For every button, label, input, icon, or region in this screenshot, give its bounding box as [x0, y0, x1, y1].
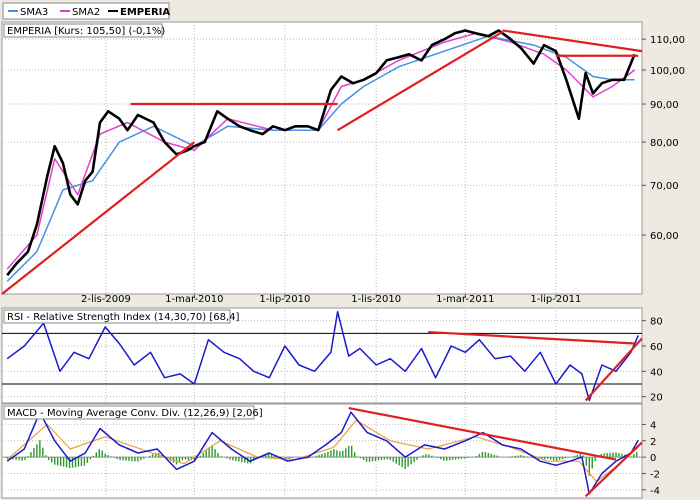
price-trend-lines	[1, 29, 643, 295]
series-line-rsi	[6, 311, 639, 402]
legend-box	[2, 2, 170, 20]
series-line-macd	[6, 411, 639, 495]
rsi-y-tick-label: 60	[650, 342, 663, 353]
price-y-tick-label: 80,00	[650, 138, 679, 149]
price-x-tick-label: 2-lis-2009	[81, 294, 131, 305]
price-x-tick-label: 1-mar-2010	[165, 294, 223, 305]
rsi-title-box	[3, 309, 231, 324]
macd-trend-lines	[348, 407, 643, 498]
rsi-y-tick-label: 20	[650, 393, 663, 404]
macd-trend-line	[348, 407, 617, 461]
price-y-axis: 110,00 100,00 90,00 80,00 70,00 60,00	[642, 35, 685, 242]
macd-y-tick-label: -2	[650, 469, 660, 480]
price-x-tick-label: 1-lip-2010	[259, 294, 310, 305]
macd-series	[6, 411, 639, 495]
price-grid	[2, 22, 642, 294]
price-panel: 110,00 100,00 90,00 80,00 70,00 60,00 2-lis-2…	[1, 21, 685, 305]
rsi-trend-lines	[428, 330, 643, 402]
price-x-tick-label: 1-lip-2011	[530, 294, 581, 305]
macd-y-tick-label: -4	[650, 486, 660, 497]
price-y-tick-label: 70,00	[650, 181, 679, 192]
legend-label-sma2: SMA2	[72, 7, 100, 18]
price-y-tick-label: 110,00	[650, 35, 685, 46]
price-y-tick-label: 100,00	[650, 66, 685, 77]
macd-title: MACD - Moving Average Conv. Div. (12,26,…	[7, 408, 263, 419]
price-title-box	[3, 23, 163, 38]
price-trend-line	[502, 29, 643, 53]
rsi-grid	[2, 308, 642, 403]
legend-label-sma3: SMA3	[20, 7, 48, 18]
rsi-trend-line	[428, 330, 635, 345]
rsi-y-tick-label: 80	[650, 317, 663, 328]
legend-label-price: EMPERIA	[120, 7, 170, 18]
rsi-y-axis: 80 60 40 20	[642, 317, 663, 404]
macd-y-tick-label: 2	[650, 437, 656, 448]
legend: SMA3 SMA2 EMPERIA	[2, 2, 170, 20]
macd-title-box	[3, 405, 255, 420]
macd-trend-line	[584, 441, 643, 498]
macd-y-axis: 4 2 0 -2 -4	[642, 420, 660, 497]
price-y-tick-label: 90,00	[650, 100, 679, 111]
series-line-sma2	[6, 32, 636, 270]
macd-y-tick-label: 4	[650, 420, 656, 431]
rsi-y-tick-label: 40	[650, 367, 663, 378]
macd-y-tick-label: 0	[650, 453, 656, 464]
price-title: EMPERIA [Kurs: 105,50] (-0,1%)	[7, 26, 165, 37]
price-trend-line	[337, 30, 503, 132]
price-x-tick-label: 1-mar-2011	[436, 294, 494, 305]
price-x-axis: 2-lis-2009 1-mar-2010 1-lip-2010 1-lis-2010…	[81, 294, 581, 305]
price-trend-line	[1, 141, 195, 295]
rsi-trend-line	[584, 337, 643, 402]
price-plot-area	[1, 21, 643, 295]
macd-panel: 4 2 0 -2 -4 MACD - Moving Average Conv. Div.…	[1, 403, 660, 499]
series-line-emperia	[6, 29, 636, 277]
price-x-tick-label: 1-lis-2010	[351, 294, 401, 305]
rsi-series	[6, 311, 639, 402]
rsi-panel: 80 60 40 20 RSI - Relative Strength Index (…	[1, 307, 663, 404]
rsi-title: RSI - Relative Strength Index (14,30,70)…	[7, 312, 240, 323]
price-y-tick-label: 60,00	[650, 231, 679, 242]
rsi-plot-area	[1, 307, 643, 404]
